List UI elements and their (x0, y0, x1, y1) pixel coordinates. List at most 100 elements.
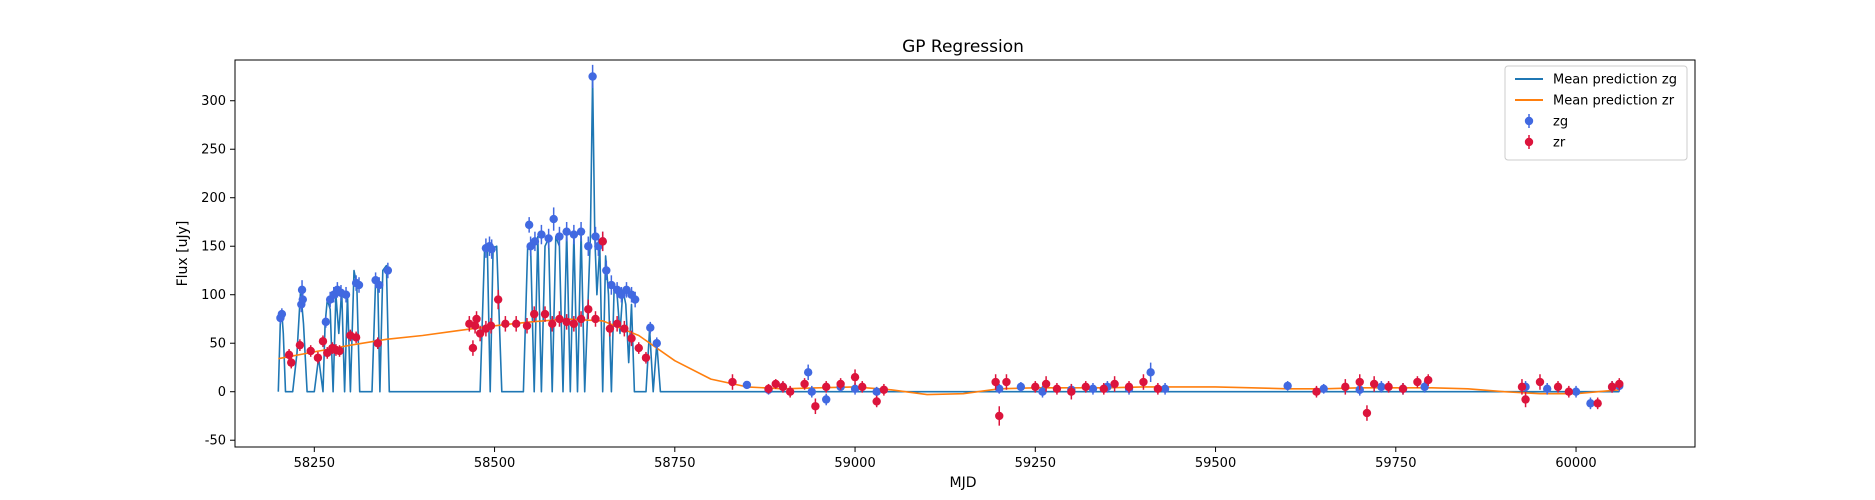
data-point-zg (646, 321, 655, 334)
marker (1377, 382, 1386, 392)
marker (354, 280, 364, 290)
data-point-zr (522, 318, 532, 334)
marker (1413, 377, 1422, 387)
y-tick-label: 250 (201, 143, 226, 158)
data-point-zr (351, 331, 361, 344)
data-point-zg (1283, 381, 1292, 391)
marker (351, 333, 361, 342)
marker (548, 319, 557, 329)
data-point-zr (1355, 374, 1364, 390)
marker (335, 346, 344, 356)
marker (1016, 382, 1026, 392)
chart-title: GP Regression (902, 37, 1024, 57)
marker (1099, 384, 1108, 394)
data-point-zr (1099, 382, 1108, 395)
marker (607, 280, 616, 290)
marker (1535, 377, 1545, 387)
marker (1312, 387, 1321, 396)
legend-label: zr (1553, 136, 1566, 151)
marker (634, 343, 643, 353)
data-point-zr (811, 398, 820, 415)
marker (562, 227, 571, 236)
data-point-zr (771, 379, 780, 389)
marker (620, 324, 629, 333)
marker (576, 314, 586, 324)
y-tick-label: 0 (218, 385, 226, 400)
marker (1593, 399, 1602, 408)
data-point-zr (318, 335, 328, 348)
legend-item-zr: zr (1524, 135, 1566, 151)
marker (537, 230, 546, 239)
legend: Mean prediction zg Mean prediction zr zg zr (1504, 65, 1688, 161)
data-point-zg (1146, 362, 1155, 383)
data-point-zg (1586, 397, 1595, 410)
marker (602, 266, 611, 275)
data-point-zr (486, 318, 496, 334)
marker (1031, 382, 1040, 392)
marker (1160, 384, 1170, 394)
plot-area (276, 64, 1624, 426)
data-point-zr (1369, 376, 1379, 392)
y-tick-label: 150 (201, 240, 226, 255)
data-point-zr (1535, 374, 1545, 390)
data-point-zr (995, 406, 1004, 426)
y-axis-label: Flux [uJy] (175, 221, 191, 287)
data-point-zr (778, 381, 788, 393)
marker (1002, 377, 1011, 387)
data-point-zr (1553, 381, 1563, 393)
marker (472, 314, 481, 324)
data-point-zg (602, 260, 611, 281)
marker (605, 324, 615, 333)
data-point-zg (1088, 382, 1098, 395)
marker (1615, 379, 1624, 389)
marker (1586, 399, 1595, 408)
data-point-zr (576, 311, 586, 327)
legend-item-zg: zg (1524, 114, 1568, 130)
marker (522, 321, 532, 330)
marker (373, 339, 382, 348)
marker (652, 339, 661, 348)
marker (1398, 384, 1408, 394)
marker (803, 368, 813, 377)
data-point-zg (544, 228, 553, 249)
marker (486, 321, 496, 330)
y-tick-label: 200 (201, 191, 226, 206)
marker (383, 266, 393, 275)
y-tick-label: 100 (201, 288, 226, 303)
data-point-zr (1341, 379, 1350, 395)
data-point-zr (591, 311, 600, 327)
marker (576, 227, 586, 236)
data-point-zr (800, 378, 809, 390)
marker (591, 232, 600, 241)
data-point-zr (475, 325, 485, 342)
data-point-zr (1052, 382, 1062, 395)
marker (284, 350, 294, 360)
y-tick-label: 300 (201, 94, 226, 109)
marker (1355, 377, 1364, 387)
marker (511, 319, 521, 329)
data-point-zg (341, 286, 351, 303)
marker (321, 317, 331, 327)
data-point-zr (287, 356, 296, 369)
marker (1542, 384, 1552, 394)
data-point-zg (277, 308, 287, 320)
data-point-zr (313, 351, 323, 364)
data-point-zg (321, 316, 331, 328)
legend-label: zg (1553, 115, 1568, 130)
marker (569, 230, 579, 239)
marker (778, 382, 788, 392)
data-point-zr (501, 316, 510, 332)
marker (811, 402, 820, 411)
marker (584, 305, 593, 314)
data-point-zr (1517, 379, 1527, 395)
data-point-zg (1377, 381, 1386, 393)
data-point-zr (569, 316, 579, 332)
data-point-zr (530, 306, 539, 322)
marker (530, 309, 539, 319)
marker (1124, 382, 1134, 392)
marker (487, 244, 496, 254)
marker (1517, 382, 1527, 392)
data-point-zr (991, 374, 1000, 390)
data-point-zg (374, 277, 384, 293)
